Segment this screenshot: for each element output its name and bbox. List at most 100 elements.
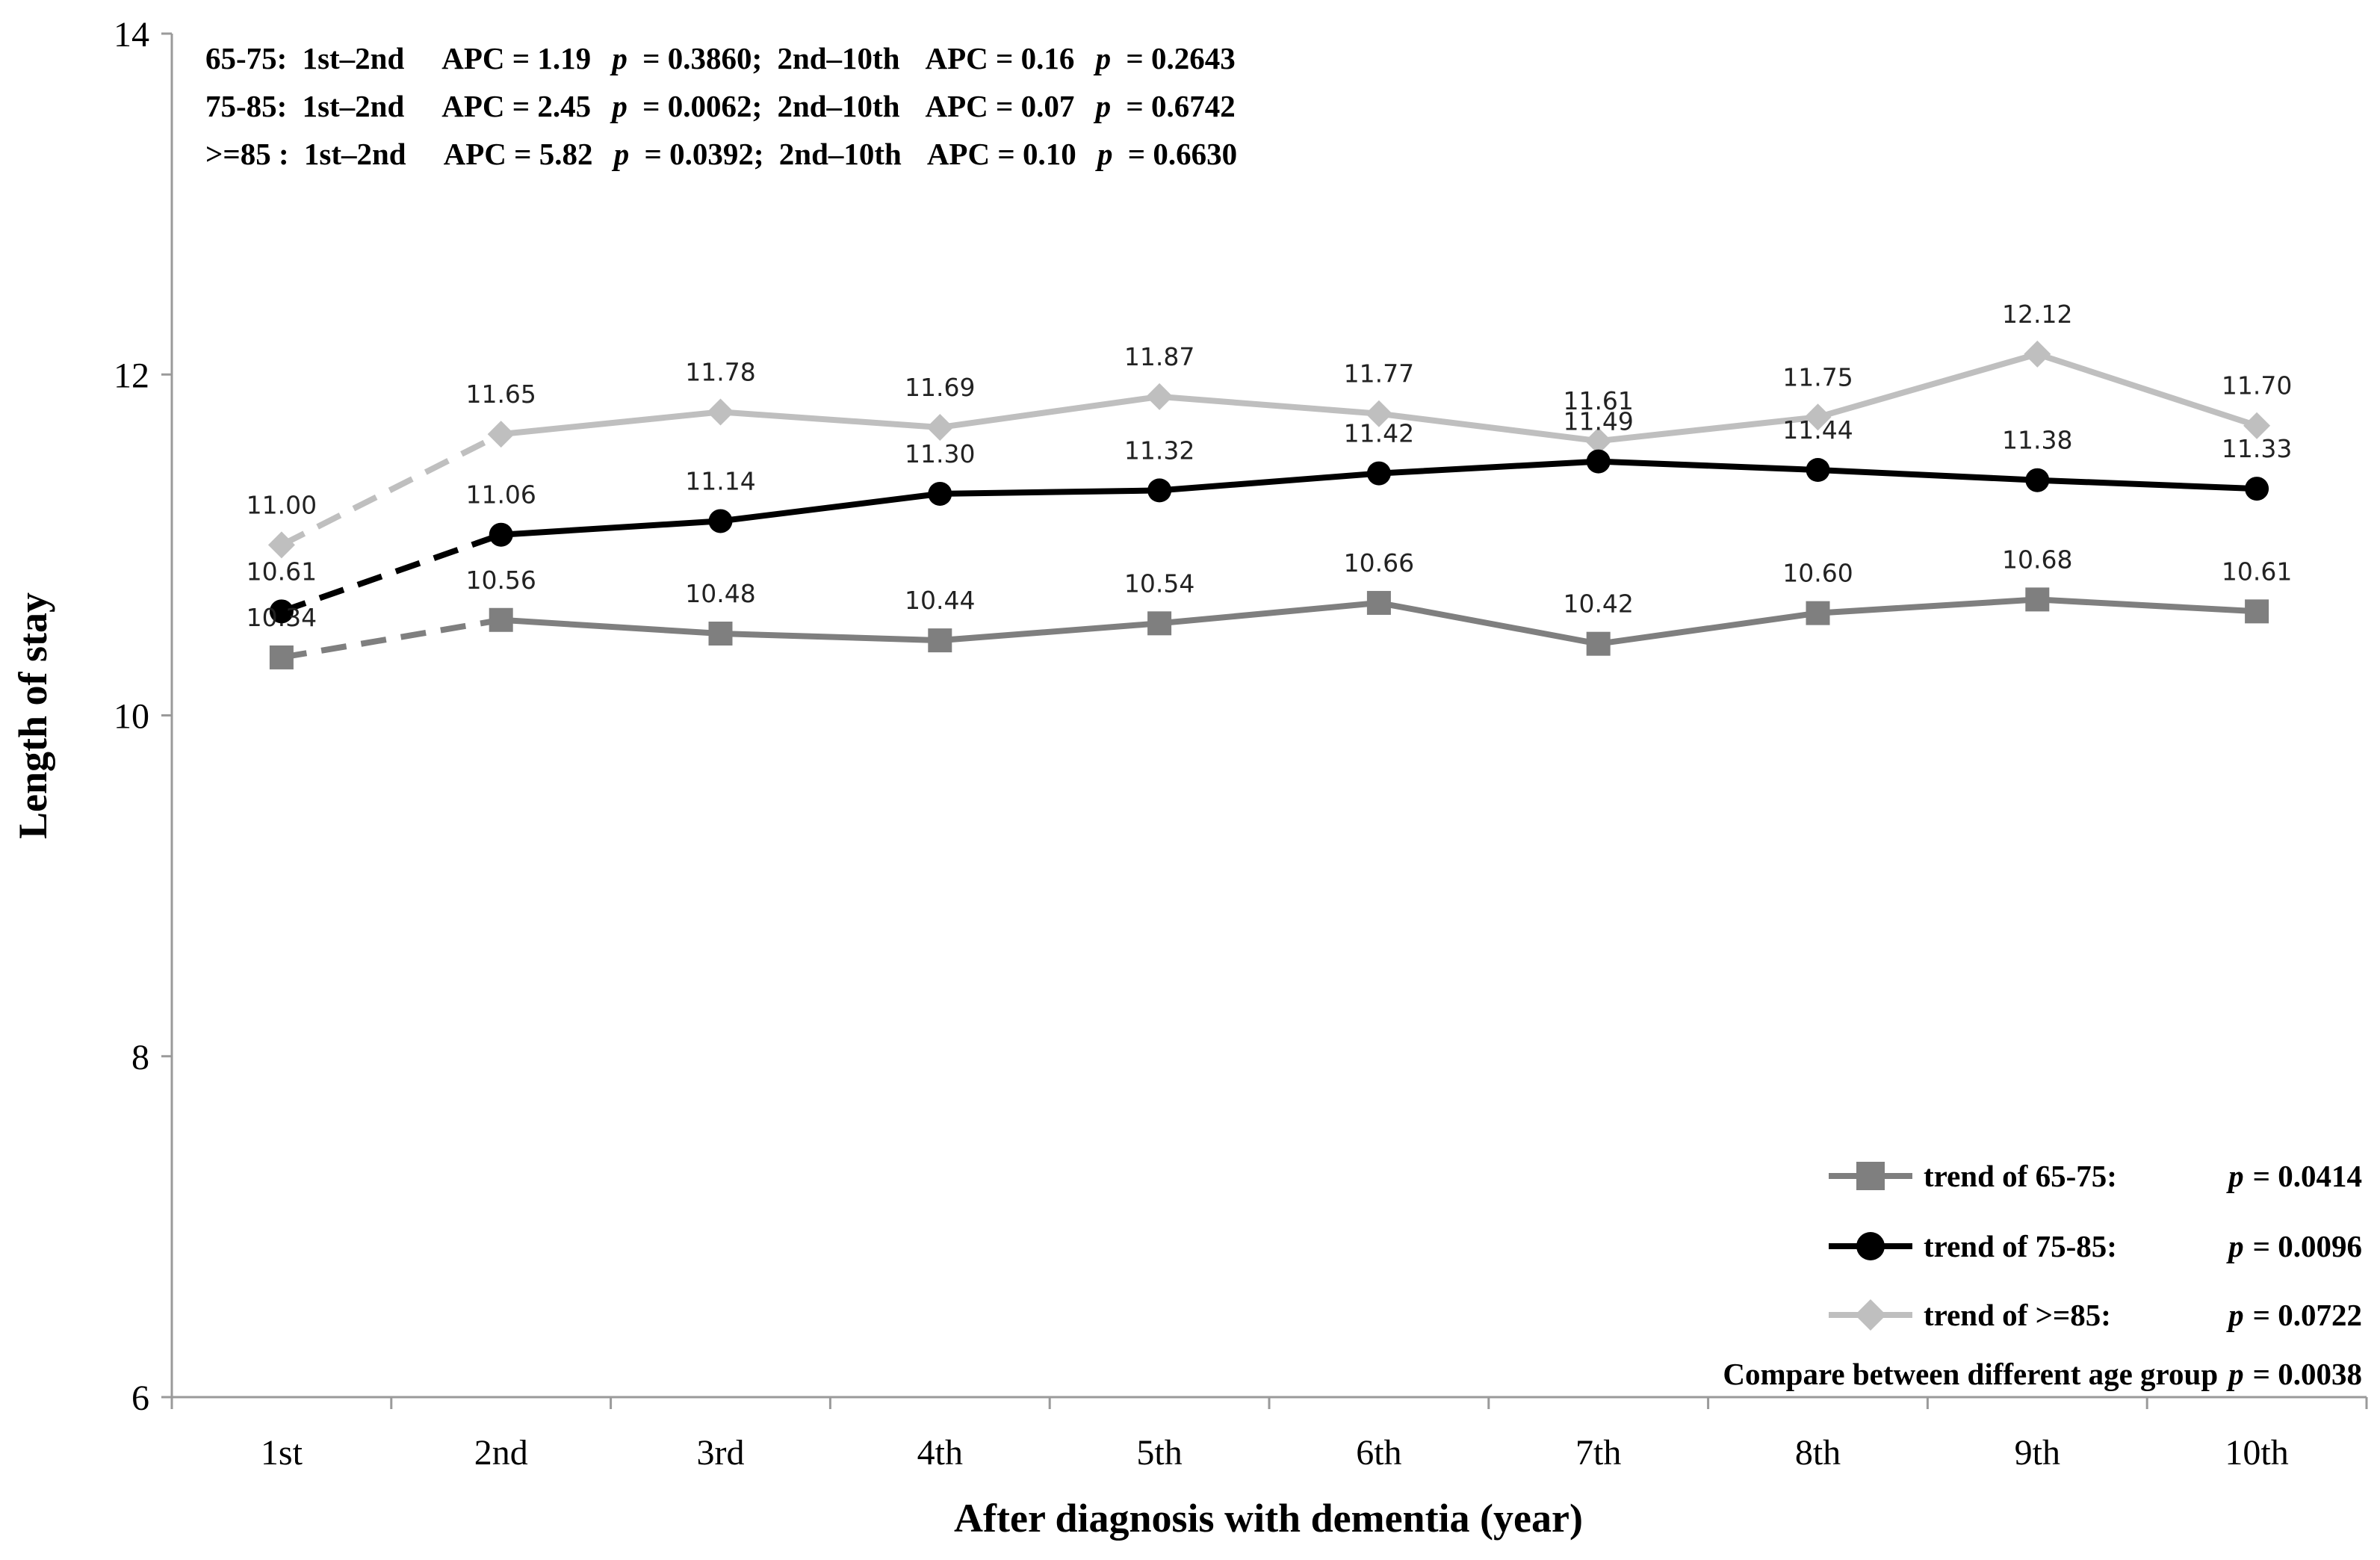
legend-entry-85-plus: trend of >=85: p = 0.0722 (1829, 1298, 2362, 1332)
x-tick-label: 5th (1136, 1433, 1182, 1473)
legend-circle-marker-icon (1856, 1232, 1885, 1260)
series-dashed-segment (280, 431, 503, 548)
data-label: 10.60 (1782, 559, 1853, 588)
data-point-diamond (926, 413, 954, 441)
legend-p-65-75: p = 0.0414 (2226, 1159, 2362, 1193)
x-tick-label: 7th (1575, 1433, 1621, 1473)
legend-entry-75-85: trend of 75-85: p = 0.0096 (1829, 1229, 2362, 1263)
y-axis-title: Length of stay (10, 592, 55, 839)
legend-label-75-85: trend of 75-85: (1924, 1229, 2117, 1263)
data-label: 11.42 (1344, 419, 1414, 448)
data-label: 11.30 (905, 439, 975, 468)
data-label: 10.66 (1344, 548, 1414, 578)
x-tick-label: 6th (1356, 1433, 1401, 1473)
data-label: 10.34 (247, 603, 317, 632)
data-point-square (2245, 599, 2269, 624)
x-tick-label: 2nd (474, 1433, 528, 1473)
data-point-square (269, 645, 294, 669)
legend-label-85-plus: trend of >=85: (1924, 1298, 2111, 1332)
series-65-75 (269, 587, 2269, 669)
apc-annotations: 65-75: 1st–2nd APC = 1.19 p = 0.3860; 2n… (205, 41, 1237, 171)
data-point-square (2025, 587, 2050, 612)
data-label: 11.38 (2002, 426, 2072, 455)
data-point-circle (1586, 449, 1611, 474)
data-point-square (489, 607, 513, 632)
data-point-diamond (2243, 412, 2271, 439)
apc-annotation-85-plus: >=85 : 1st–2nd APC = 5.82 p = 0.0392; 2n… (205, 137, 1237, 171)
data-point-circle (2025, 468, 2050, 492)
data-label: 11.75 (1782, 362, 1853, 391)
data-point-diamond (707, 398, 734, 426)
data-label: 12.12 (2002, 300, 2072, 329)
data-point-square (1147, 611, 1172, 636)
y-tick-label: 8 (131, 1038, 149, 1077)
data-label: 10.42 (1563, 589, 1633, 619)
x-axis-title: After diagnosis with dementia (year) (954, 1496, 1583, 1541)
data-point-square (1586, 631, 1611, 656)
data-label: 11.65 (465, 380, 536, 409)
data-point-diamond (1365, 400, 1392, 427)
x-tick-label: 3rd (697, 1433, 745, 1473)
legend-label-65-75: trend of 65-75: (1924, 1159, 2117, 1193)
legend-compare-age-groups: Compare between different age group p = 0.… (1723, 1357, 2362, 1391)
data-label: 10.44 (905, 586, 975, 615)
legend: trend of 65-75: p = 0.0414 trend of 75-85… (1723, 1159, 2362, 1391)
data-point-circle (269, 599, 294, 624)
x-tick-label: 10th (2225, 1433, 2288, 1473)
data-point-square (928, 628, 952, 653)
data-point-circle (2245, 477, 2269, 501)
data-label: 11.44 (1782, 415, 1853, 445)
legend-p-85-plus: p = 0.0722 (2226, 1298, 2362, 1332)
apc-annotation-75-85: 75-85: 1st–2nd APC = 2.45 p = 0.0062; 2n… (205, 89, 1236, 123)
data-label: 11.00 (247, 490, 317, 519)
legend-square-marker-icon (1856, 1162, 1885, 1190)
data-label: 11.77 (1344, 359, 1414, 389)
legend-diamond-marker-icon (1855, 1299, 1886, 1331)
data-point-diamond (267, 531, 295, 559)
data-label: 10.61 (247, 557, 317, 586)
y-tick-label: 12 (114, 356, 149, 395)
data-point-circle (928, 481, 952, 506)
x-tick-label: 1st (261, 1433, 303, 1473)
data-point-circle (1147, 478, 1172, 503)
data-label: 11.69 (905, 373, 975, 402)
series-dashed-segment (281, 616, 502, 660)
data-point-diamond (2024, 340, 2051, 368)
y-tick-label: 6 (131, 1378, 149, 1418)
data-label: 10.68 (2002, 545, 2072, 574)
data-label-layer: 10.34 10.56 10.48 10.44 10.54 10.66 10.42 10.60… (247, 300, 2293, 632)
x-tick-label: 9th (2015, 1433, 2060, 1473)
series-layer (267, 340, 2271, 669)
data-label: 11.32 (1124, 436, 1194, 465)
data-label: 11.61 (1563, 386, 1633, 415)
data-label: 11.87 (1124, 342, 1194, 371)
y-tick-label: 14 (114, 15, 149, 55)
x-tick-label: 8th (1795, 1433, 1841, 1473)
data-point-circle (489, 522, 513, 547)
legend-entry-65-75: trend of 65-75: p = 0.0414 (1829, 1159, 2362, 1193)
y-tick-label: 10 (114, 697, 149, 737)
data-point-circle (708, 509, 733, 533)
data-point-circle (1366, 461, 1391, 486)
data-label: 11.49 (1563, 407, 1633, 436)
data-point-diamond (1584, 427, 1612, 455)
data-label: 11.14 (685, 466, 755, 495)
data-label: 10.54 (1124, 569, 1194, 598)
data-point-circle (1806, 458, 1830, 482)
data-label: 10.61 (2222, 557, 2292, 586)
series-75-85 (269, 449, 2269, 624)
legend-p-75-85: p = 0.0096 (2226, 1229, 2362, 1263)
data-point-square (1806, 601, 1830, 625)
data-point-diamond (1146, 383, 1174, 410)
y-axis-ticks: 6 8 10 12 14 (114, 15, 172, 1418)
apc-annotation-65-75: 65-75: 1st–2nd APC = 1.19 p = 0.3860; 2n… (205, 41, 1236, 75)
data-label: 11.06 (465, 480, 536, 510)
x-axis-ticks: 1st 2nd 3rd 4th 5th 6th 7th 8th 9th 10th (170, 1397, 2368, 1473)
data-label: 10.48 (685, 579, 755, 608)
data-point-square (1366, 590, 1391, 615)
data-label: 11.78 (685, 357, 755, 386)
series-85 (267, 340, 2271, 559)
data-label: 11.70 (2222, 371, 2292, 400)
data-point-diamond (1804, 403, 1832, 431)
